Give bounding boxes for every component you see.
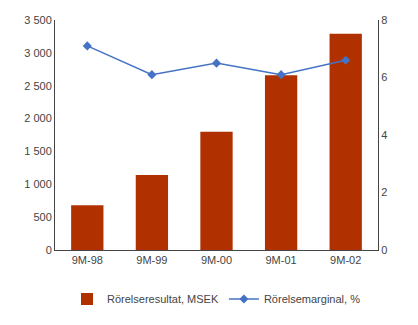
svg-text:2: 2	[381, 186, 387, 198]
svg-text:3 500: 3 500	[24, 14, 52, 26]
svg-text:0: 0	[46, 244, 52, 256]
svg-text:2 500: 2 500	[24, 80, 52, 92]
svg-text:1 500: 1 500	[24, 145, 52, 157]
svg-text:9M-98: 9M-98	[72, 254, 103, 266]
svg-text:6: 6	[381, 71, 387, 83]
svg-text:Rörelseresultat, MSEK: Rörelseresultat, MSEK	[107, 293, 219, 305]
svg-text:Rörelsemarginal, %: Rörelsemarginal, %	[264, 293, 360, 305]
svg-text:9M-02: 9M-02	[330, 254, 361, 266]
svg-text:500: 500	[33, 211, 51, 223]
svg-text:4: 4	[381, 129, 387, 141]
svg-text:9M-99: 9M-99	[136, 254, 167, 266]
svg-text:0: 0	[381, 244, 387, 256]
svg-text:1 000: 1 000	[24, 178, 52, 190]
svg-text:2 000: 2 000	[24, 112, 52, 124]
svg-text:8: 8	[381, 14, 387, 26]
svg-text:9M-01: 9M-01	[266, 254, 297, 266]
svg-text:9M-00: 9M-00	[201, 254, 232, 266]
svg-text:3 000: 3 000	[24, 47, 52, 59]
